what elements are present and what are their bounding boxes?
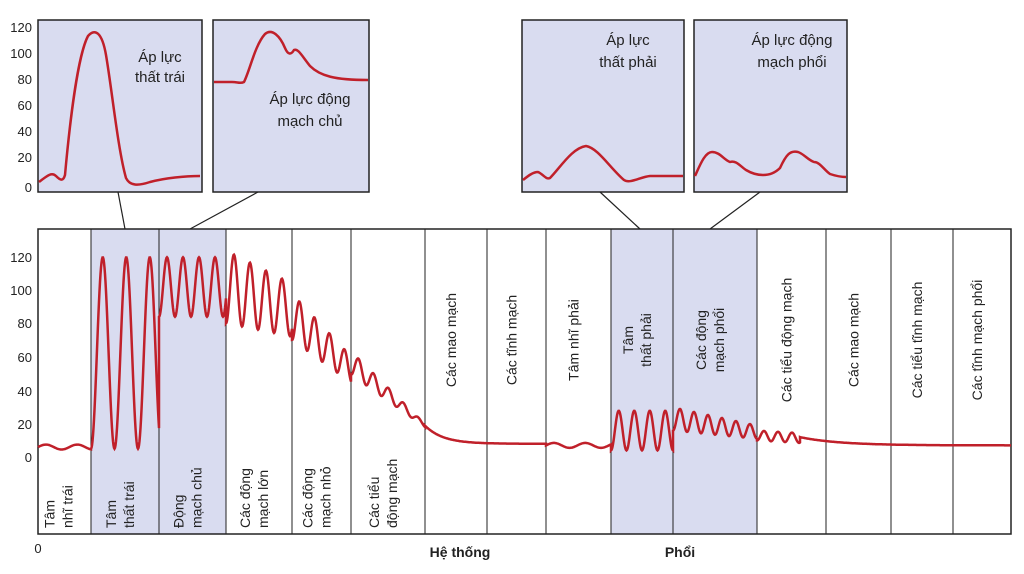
circulation-pressure-curve [37, 252, 1011, 454]
lv-pressure-curve [38, 31, 201, 186]
segment-label-p-arteriole: Các tiểu động mạch [779, 278, 795, 403]
inset-tick-20: 20 [18, 150, 32, 165]
segment-label-sm-art: Các động mạch nhỏ [300, 466, 334, 528]
inset-tick-40: 40 [18, 124, 32, 139]
inset-pa-label-line2: mạch phổi [757, 54, 826, 71]
connector-pa [709, 191, 761, 230]
connector-lv [117, 191, 126, 230]
segment-label-p-vein: Các tĩnh mạch phổi [969, 280, 985, 401]
segment-label-arteriole: Các tiểu động mạch [366, 459, 400, 528]
connector-ao [189, 191, 259, 230]
segment-label-p-cap: Các mao mạch [846, 293, 862, 387]
inset-lv-label-line2: thất trái [135, 69, 185, 86]
main-panel: 120 100 80 60 40 20 0 Tâm nhĩ trái Tâm thất… [10, 228, 1012, 560]
inset-tick-60: 60 [18, 98, 32, 113]
main-tick-100: 100 [10, 283, 32, 298]
inset-rv-label-line2: thất phải [599, 54, 657, 71]
main-y-axis: 120 100 80 60 40 20 0 [10, 250, 32, 465]
main-tick-120: 120 [10, 250, 32, 265]
inset-lv-pressure: Áp lực thất trái [37, 19, 203, 193]
inset-pa-label-line1: Áp lực động [752, 32, 833, 49]
inset-tick-0: 0 [25, 180, 32, 195]
inset-rv-pressure: Áp lực thất phải [521, 19, 685, 193]
inset-connectors [117, 191, 761, 230]
section-pulmonary-label: Phổi [665, 544, 695, 560]
segment-labels: Tâm nhĩ trái Tâm thất trái Động mạch chủ Các đ… [42, 278, 986, 528]
inset-rv-label-line1: Áp lực [606, 32, 650, 49]
segment-label-cap: Các mao mạch [443, 293, 459, 387]
main-tick-80: 80 [18, 316, 32, 331]
main-tick-0: 0 [25, 450, 32, 465]
main-tick-40: 40 [18, 384, 32, 399]
inset-lv-label-line1: Áp lực [138, 49, 182, 66]
inset-y-axis: 120 100 80 60 40 20 0 [10, 20, 39, 195]
main-tick-60: 60 [18, 350, 32, 365]
inset-tick-120: 120 [10, 20, 32, 35]
main-tick-20: 20 [18, 417, 32, 432]
segment-label-ao: Động mạch chủ [171, 467, 205, 528]
segment-label-pa: Các động mạch phổi [693, 308, 727, 373]
inset-aortic-pressure: Áp lực động mạch chủ [212, 19, 370, 193]
segment-label-vein: Các tĩnh mạch [504, 295, 520, 385]
segment-label-lv: Tâm thất trái [103, 481, 137, 528]
section-systemic-label: Hệ thống [430, 544, 491, 560]
inset-pa-pressure: Áp lực động mạch phổi [693, 19, 848, 193]
rv-pressure-curve [522, 144, 683, 183]
inset-tick-80: 80 [18, 72, 32, 87]
segment-label-rv: Tâm thất phải [620, 313, 654, 367]
inset-ao-label-line1: Áp lực động [270, 91, 351, 108]
column-dividers [90, 229, 954, 534]
aortic-pressure-curve [214, 30, 369, 85]
highlight-pa [673, 229, 757, 534]
connector-rv [599, 191, 641, 230]
segment-label-la-art: Các động mạch lớn [237, 468, 271, 528]
highlight-rv [611, 229, 673, 534]
x-origin-label: 0 [34, 541, 41, 556]
segment-label-p-venule: Các tiểu tĩnh mạch [909, 282, 925, 399]
inset-ao-label-line2: mạch chủ [277, 113, 342, 130]
main-frame [37, 228, 1012, 535]
segment-label-ra: Tâm nhĩ phải [566, 299, 582, 381]
inset-tick-100: 100 [10, 46, 32, 61]
pa-pressure-curve [693, 150, 847, 179]
segment-label-la: Tâm nhĩ trái [42, 485, 76, 528]
